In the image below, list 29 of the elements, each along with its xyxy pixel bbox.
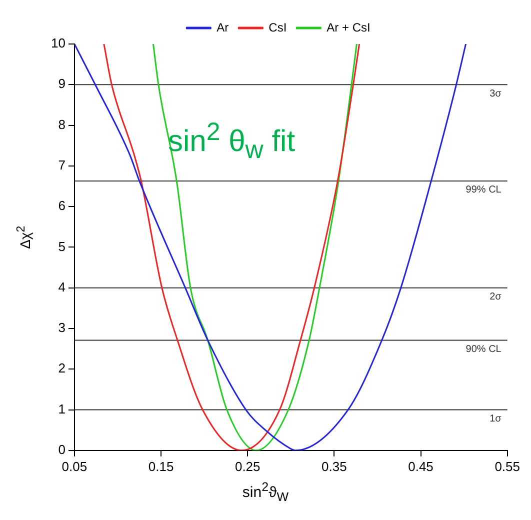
ref-line-label: 99% CL — [466, 184, 502, 196]
y-tick-label: 9 — [58, 76, 66, 92]
x-tick-label: 0.05 — [62, 458, 88, 474]
legend-label: Ar — [216, 20, 229, 34]
legend-label: CsI — [268, 20, 287, 34]
ref-line-label: 2σ — [490, 292, 502, 303]
y-tick-label: 2 — [58, 360, 66, 376]
legend-label: Ar + CsI — [326, 20, 370, 34]
y-tick-label: 4 — [58, 279, 66, 294]
x-axis-title: sin$^{2}$ϑ$_{W}$ — [241, 480, 290, 504]
y-tick-label: 5 — [58, 238, 66, 254]
line-series — [152, 44, 358, 450]
y-tick-label: 8 — [58, 116, 66, 132]
annotation: sin$^{2}$ θ$_{w}$ fit — [168, 118, 296, 165]
x-tick-label: 0.15 — [148, 458, 174, 474]
y-tick-label: 3 — [58, 320, 66, 336]
line-series — [103, 44, 360, 450]
y-tick-label: 10 — [50, 36, 66, 51]
y-tick-label: 6 — [58, 198, 66, 214]
ref-line-label: 1σ — [490, 414, 502, 425]
ref-line-label: 3σ — [490, 88, 502, 100]
x-tick-label: 0.55 — [494, 458, 520, 474]
y-tick-label: 1 — [58, 401, 66, 416]
x-tick-label: 0.45 — [408, 458, 434, 474]
x-tick-label: 0.35 — [322, 458, 347, 474]
ref-line-label: 90% CL — [466, 344, 502, 356]
y-tick-label: 0 — [58, 442, 66, 457]
y-tick-label: 7 — [58, 158, 66, 172]
x-tick-label: 0.25 — [234, 458, 260, 474]
